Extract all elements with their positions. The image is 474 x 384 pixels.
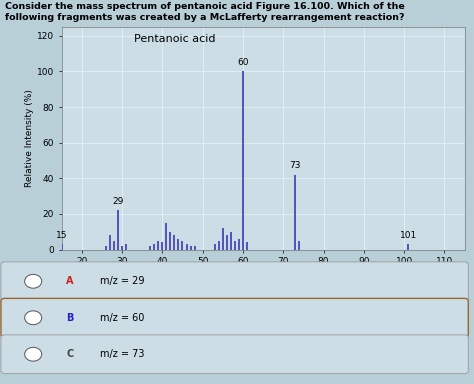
Bar <box>169 232 172 250</box>
Text: Consider the mass spectrum of pentanoic acid Figure 16.100. Which of the: Consider the mass spectrum of pentanoic … <box>5 2 404 11</box>
Bar <box>185 244 188 250</box>
Bar <box>121 246 123 250</box>
Text: A: A <box>66 276 74 286</box>
Bar <box>157 241 159 250</box>
Bar <box>230 232 232 250</box>
Text: following fragments was created by a McLafferty rearrangement reaction?: following fragments was created by a McL… <box>5 13 404 22</box>
Bar <box>298 241 301 250</box>
Bar <box>190 246 191 250</box>
Bar <box>222 228 224 250</box>
Bar <box>246 242 248 250</box>
Bar <box>238 239 240 250</box>
Text: 29: 29 <box>112 197 124 206</box>
Bar <box>234 241 236 250</box>
Bar <box>182 241 183 250</box>
Bar <box>218 241 220 250</box>
Text: 101: 101 <box>400 231 417 240</box>
Bar <box>226 235 228 250</box>
Bar <box>105 246 107 250</box>
Bar <box>407 244 409 250</box>
Bar <box>193 246 196 250</box>
Bar <box>242 71 244 250</box>
Text: m/z = 73: m/z = 73 <box>100 349 144 359</box>
Bar <box>109 235 111 250</box>
Bar <box>125 244 127 250</box>
Bar <box>153 244 155 250</box>
Text: m/z = 60: m/z = 60 <box>100 313 144 323</box>
Text: 73: 73 <box>290 161 301 170</box>
X-axis label: m/z: m/z <box>254 269 273 279</box>
Bar <box>214 244 216 250</box>
Bar <box>61 244 63 250</box>
Text: B: B <box>66 313 74 323</box>
Text: 15: 15 <box>56 231 67 240</box>
Bar <box>294 175 296 250</box>
Bar <box>113 241 115 250</box>
Bar <box>173 235 175 250</box>
Text: Pentanoic acid: Pentanoic acid <box>134 33 216 43</box>
Text: C: C <box>66 349 73 359</box>
Bar <box>165 223 167 250</box>
Bar <box>149 246 151 250</box>
Y-axis label: Relative Intensity (%): Relative Intensity (%) <box>25 89 34 187</box>
Text: 60: 60 <box>237 58 249 67</box>
Bar <box>117 210 119 250</box>
Text: m/z = 29: m/z = 29 <box>100 276 144 286</box>
Bar <box>177 239 180 250</box>
Bar <box>161 242 164 250</box>
